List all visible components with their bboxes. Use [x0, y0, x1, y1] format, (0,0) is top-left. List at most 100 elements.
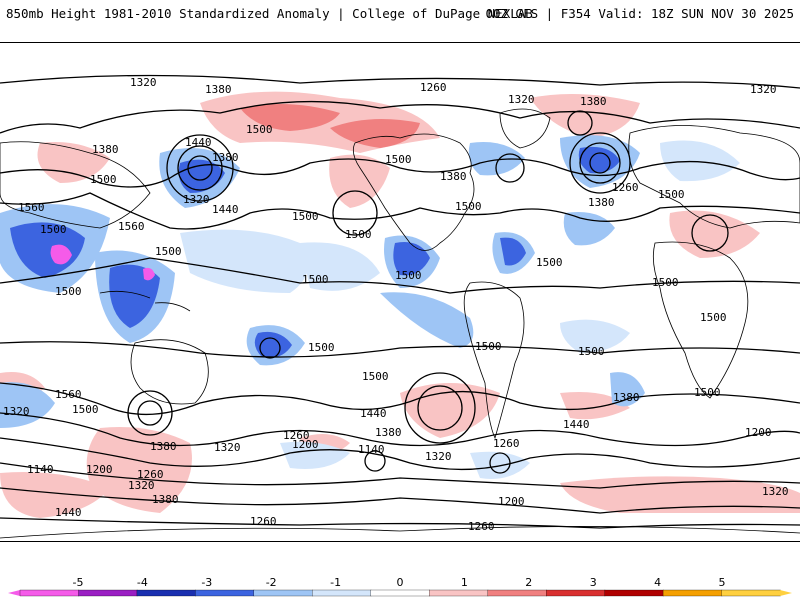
extreme-negative-anomaly-area: [143, 267, 155, 281]
positive-anomaly-area: [329, 154, 390, 208]
contour-label: 1200: [292, 438, 319, 451]
contour-label: 1500: [475, 340, 502, 353]
negative-anomaly-area: [560, 319, 630, 353]
contour-label: 1320: [762, 485, 789, 498]
low-center-contour: [589, 152, 611, 174]
contour-label: 1500: [694, 386, 721, 399]
contour-label: 1380: [150, 440, 177, 453]
header: 850mb Height 1981-2010 Standardized Anom…: [0, 0, 800, 28]
negative-anomaly-area: [300, 242, 380, 291]
north-america-outline: [352, 133, 475, 251]
contour-label: 1380: [205, 83, 232, 96]
low-center-contour: [495, 153, 525, 183]
positive-anomaly-area: [86, 427, 192, 513]
high-center-contour: [691, 214, 729, 252]
anomaly-colorbar: [8, 589, 792, 597]
contour-label: 1320: [508, 93, 535, 106]
contour-label: 1320: [425, 450, 452, 463]
positive-anomaly-area: [530, 94, 640, 138]
strong-positive-anomaly-area: [240, 104, 340, 131]
contour-label: 1560: [118, 220, 145, 233]
strong-positive-anomaly-area: [330, 119, 420, 148]
contour-label: 1500: [40, 223, 67, 236]
anomaly-map: 1320 1380 1260 1320 1380 1320 1380 1500 …: [0, 74, 800, 539]
colorbar-segment: [546, 589, 606, 597]
contour-label: 1380: [588, 196, 615, 209]
model-run-info: 00Z GFS | F354 Valid: 18Z SUN NOV 30 202…: [485, 6, 794, 21]
greenland-outline: [499, 108, 551, 149]
colorbar-tick-label: 0: [396, 576, 404, 589]
low-center-contour: [364, 450, 386, 472]
contour-label: 1500: [536, 256, 563, 269]
colorbar-tick-label: 5: [718, 576, 726, 589]
contour-label: 1380: [613, 391, 640, 404]
australia-outline: [130, 339, 209, 405]
contour-label: 1440: [55, 506, 82, 519]
strong-negative-anomaly-area: [500, 237, 526, 266]
contour-label: 1500: [90, 173, 117, 186]
contour-label: 1560: [18, 201, 45, 214]
low-center-contour: [579, 142, 621, 184]
europe-asia-outline: [628, 125, 800, 229]
colorbar-tick-label: -1: [330, 576, 342, 589]
low-center-contour: [137, 400, 163, 426]
contour-line: [0, 462, 800, 489]
contour-label: 1380: [92, 143, 119, 156]
colorbar-tick-label: -5: [72, 576, 84, 589]
contour-label: 1500: [700, 311, 727, 324]
contour-line: [0, 487, 800, 514]
contour-label: 1500: [658, 188, 685, 201]
contour-label: 1500: [652, 276, 679, 289]
contour-label: 1500: [302, 273, 329, 286]
positive-anomaly-area: [37, 142, 110, 183]
contour-line: [0, 437, 800, 471]
contour-label: 1320: [130, 76, 157, 89]
contour-label: 1500: [308, 341, 335, 354]
low-center-contour: [567, 110, 593, 136]
contour-label: 1320: [750, 83, 777, 96]
low-center-contour: [177, 145, 223, 191]
colorbar-segment: [487, 589, 547, 597]
contour-label: 1500: [246, 123, 273, 136]
contour-label: 1500: [55, 285, 82, 298]
contour-label: 1500: [345, 228, 372, 241]
contour-line: [0, 192, 800, 230]
contour-label: 1380: [375, 426, 402, 439]
positive-anomaly-area: [400, 383, 500, 438]
high-center-contour: [417, 385, 463, 431]
colorbar-segment: [78, 589, 138, 597]
colorbar-segment: [662, 589, 723, 597]
contour-label: 1380: [440, 170, 467, 183]
negative-anomaly-area: [660, 140, 740, 182]
antarctica-outline: [0, 526, 800, 539]
contour-label: 1260: [493, 437, 520, 450]
colorbar-segment: [370, 589, 430, 597]
colorbar-segment: [721, 589, 781, 597]
contour-label: 1500: [72, 403, 99, 416]
positive-anomaly-area: [0, 472, 110, 518]
low-center-contour: [259, 337, 281, 359]
contour-label: 1500: [292, 210, 319, 223]
contour-label: 1200: [498, 495, 525, 508]
colorbar-tick-label: -3: [201, 576, 213, 589]
colorbar-tick-label: 2: [525, 576, 533, 589]
contour-label: 1320: [3, 405, 30, 418]
colorbar-segment: [312, 589, 372, 597]
contour-label: 1440: [563, 418, 590, 431]
strong-negative-anomaly-area: [10, 222, 85, 278]
contour-line: [0, 100, 800, 134]
colorbar-segment: [429, 589, 489, 597]
map-panel: 1320 1380 1260 1320 1380 1320 1380 1500 …: [0, 42, 800, 542]
extreme-negative-anomaly-area: [50, 244, 72, 265]
height-contours: [0, 74, 800, 529]
contour-label: 1500: [385, 153, 412, 166]
contour-label: 1200: [745, 426, 772, 439]
colorbar-tick-label: 3: [589, 576, 597, 589]
colorbar-left-arrow: [8, 590, 20, 596]
contour-label: 1440: [185, 136, 212, 149]
contour-line: [0, 412, 800, 447]
colorbar-segment: [253, 589, 313, 597]
contour-label: 1260: [468, 520, 495, 533]
colorbar-segment: [604, 589, 664, 597]
contour-label: 1380: [152, 493, 179, 506]
